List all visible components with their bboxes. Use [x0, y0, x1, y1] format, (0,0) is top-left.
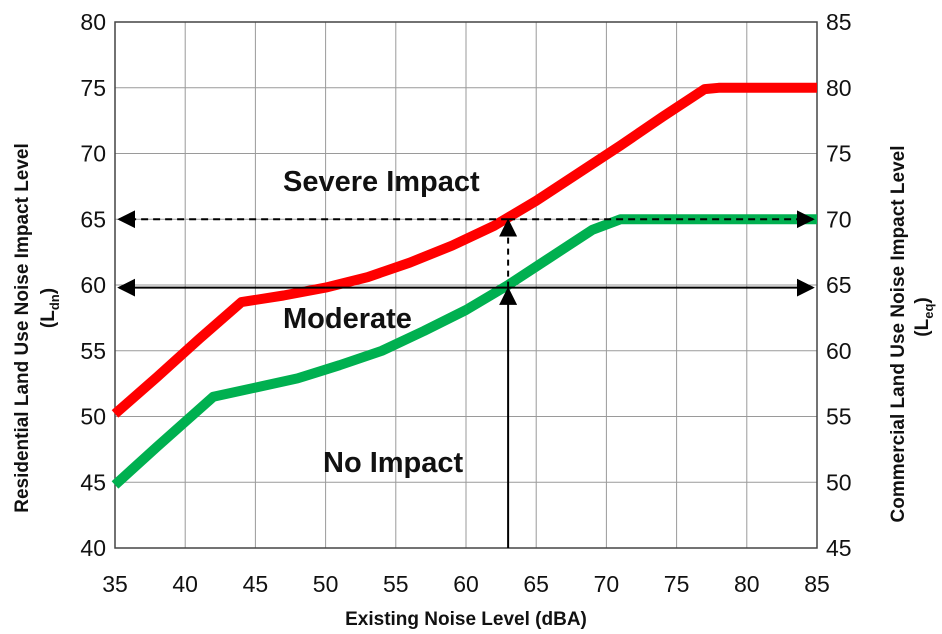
y-tick-label-5: 65	[80, 206, 106, 232]
right-y-axis-title: Commercial Land Use Noise Impact Level	[888, 146, 909, 523]
x-tick-label-6: 65	[523, 571, 549, 597]
x-axis-ticks: 35 40 45 50 55 60 65 70 75 80 85	[102, 571, 830, 597]
right-y-axis-unit: (Leq)	[912, 297, 936, 336]
y-tick-label-6: 70	[80, 141, 106, 167]
left-y-axis-unit: (Ldn)	[38, 288, 62, 328]
y2-tick-label-1: 50	[826, 469, 852, 495]
left-y-axis-title: Residential Land Use Noise Impact Level	[12, 143, 33, 513]
y2-tick-label-0: 45	[826, 535, 852, 561]
right-y-axis-ticks: 45 50 55 60 65 70 75 80 85	[826, 9, 852, 561]
threshold-arrows	[117, 210, 815, 548]
x-axis-title: Existing Noise Level (dBA)	[345, 609, 587, 630]
y2-tick-label-8: 85	[826, 9, 852, 35]
series-line-1	[111, 214, 817, 489]
x-tick-label-7: 70	[594, 571, 620, 597]
y-tick-label-1: 45	[80, 469, 106, 495]
y2-tick-label-4: 65	[826, 272, 852, 298]
x-tick-label-4: 55	[383, 571, 409, 597]
region-label-moderate: Moderate	[283, 303, 412, 335]
region-label-no-impact: No Impact	[323, 447, 464, 479]
x-tick-label-2: 45	[243, 571, 269, 597]
plot-frame	[114, 21, 818, 549]
grid-lines	[114, 21, 818, 549]
y-tick-label-0: 40	[80, 535, 106, 561]
left-y-axis-ticks: 40 45 50 55 60 65 70 75 80	[80, 9, 106, 561]
y2-tick-label-2: 55	[826, 404, 852, 430]
region-label-severe: Severe Impact	[283, 166, 480, 198]
y-tick-label-4: 60	[80, 272, 106, 298]
x-tick-label-8: 75	[664, 571, 690, 597]
y-tick-label-3: 55	[80, 338, 106, 364]
y-tick-label-8: 80	[80, 9, 106, 35]
x-tick-label-1: 40	[172, 571, 198, 597]
y2-tick-label-3: 60	[826, 338, 852, 364]
left-y-axis-title-main: Residential Land Use Noise Impact Level	[12, 143, 33, 513]
x-tick-label-10: 85	[804, 571, 830, 597]
right-y-axis-title-main: Commercial Land Use Noise Impact Level	[888, 146, 909, 523]
y-tick-label-2: 50	[80, 404, 106, 430]
right-y-axis-unit-text: (Leq)	[912, 297, 936, 336]
y-tick-label-7: 75	[80, 75, 106, 101]
x-tick-label-0: 35	[102, 571, 128, 597]
x-tick-label-5: 60	[453, 571, 479, 597]
y2-tick-label-5: 70	[826, 206, 852, 232]
x-tick-label-3: 50	[313, 571, 339, 597]
series-line-0	[111, 82, 817, 418]
left-y-axis-unit-text: (Ldn)	[38, 288, 62, 328]
series-lines	[111, 82, 817, 489]
y2-tick-label-6: 75	[826, 141, 852, 167]
y2-tick-label-7: 80	[826, 75, 852, 101]
x-tick-label-9: 80	[734, 571, 760, 597]
